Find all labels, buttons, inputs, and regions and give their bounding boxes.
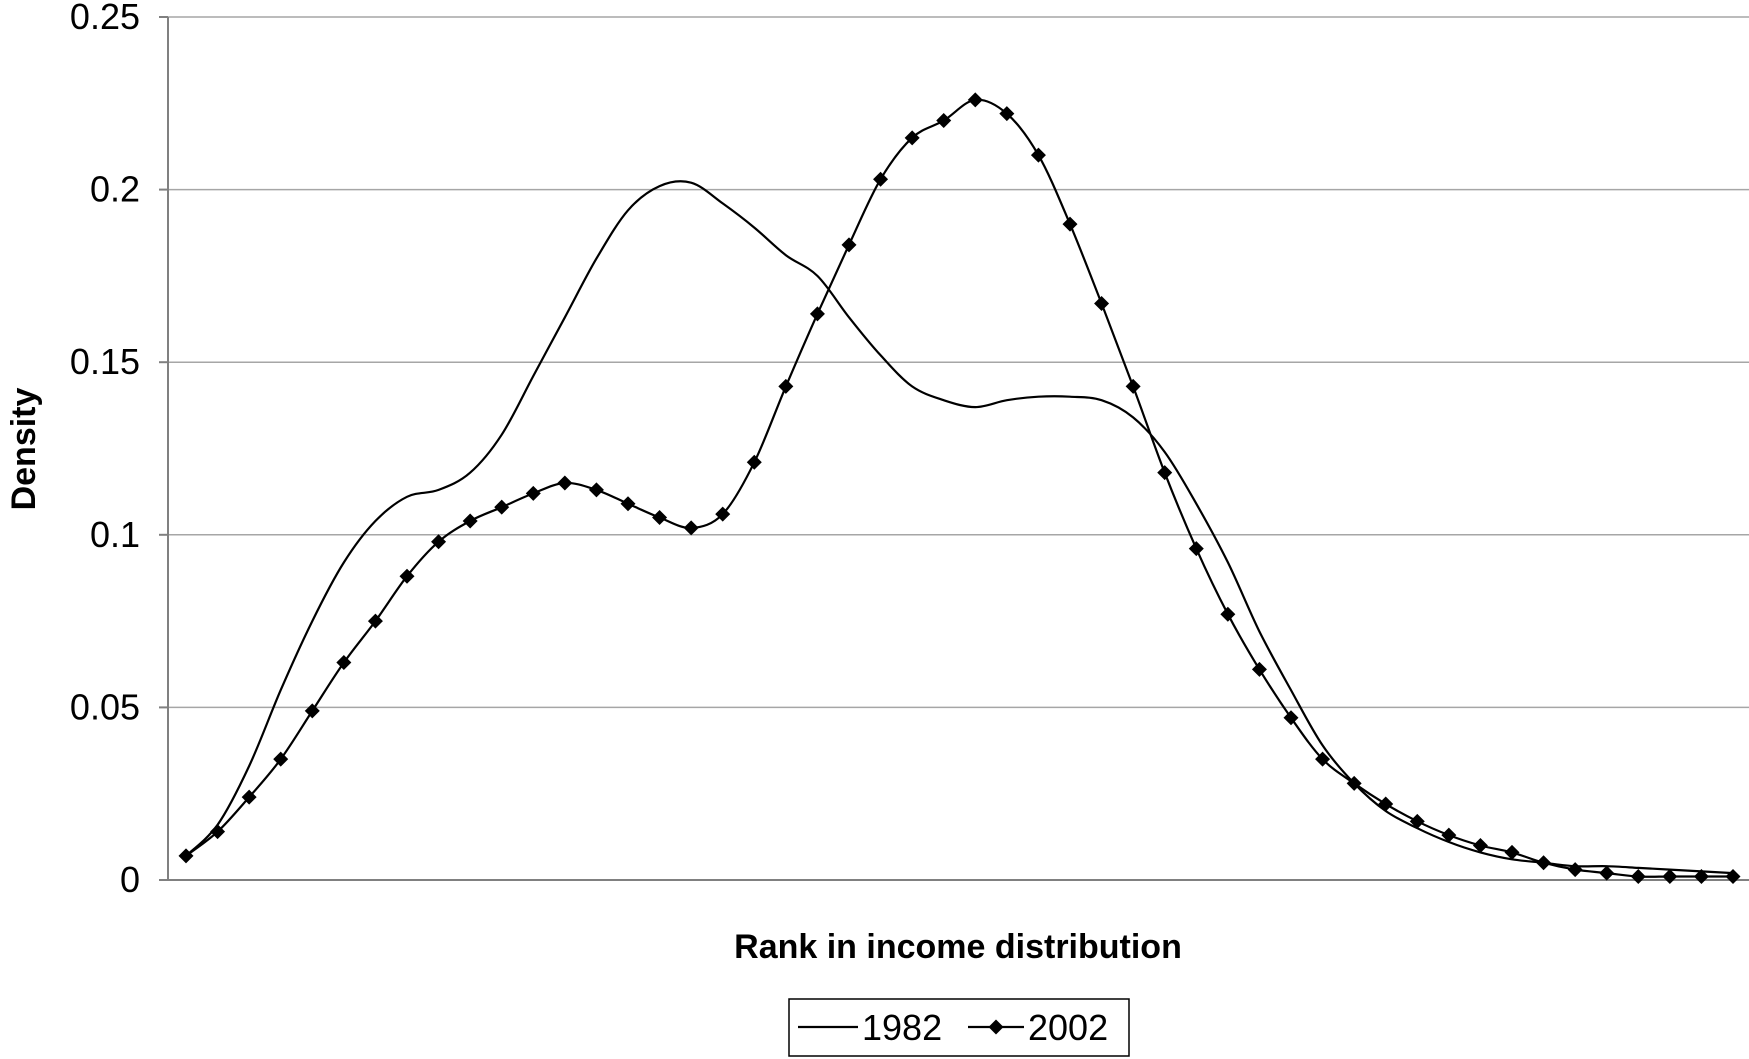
legend-label-1982: 1982 xyxy=(862,1007,942,1048)
data-point-2002 xyxy=(1125,378,1141,394)
y-tick-label: 0.1 xyxy=(90,514,140,555)
data-point-2002 xyxy=(1693,869,1709,885)
data-point-2002 xyxy=(588,482,604,498)
legend: 1982 2002 xyxy=(788,998,1130,1057)
data-point-2002 xyxy=(967,92,983,108)
series-layer xyxy=(178,92,1741,885)
data-point-2002 xyxy=(1662,869,1678,885)
data-point-2002 xyxy=(178,848,194,864)
data-point-2002 xyxy=(683,520,699,536)
axes xyxy=(159,16,1749,881)
y-tick-label: 0 xyxy=(120,859,140,900)
data-point-2002 xyxy=(1157,465,1173,481)
data-point-2002 xyxy=(620,496,636,512)
data-point-2002 xyxy=(1441,827,1457,843)
data-point-2002 xyxy=(1283,710,1299,726)
y-tick-label: 0.05 xyxy=(70,686,140,727)
data-point-2002 xyxy=(1599,865,1615,881)
data-point-2002 xyxy=(1409,813,1425,829)
data-point-2002 xyxy=(462,513,478,529)
data-point-2002 xyxy=(1378,796,1394,812)
gridlines xyxy=(168,16,1749,709)
data-point-2002 xyxy=(1030,147,1046,163)
data-point-2002 xyxy=(1188,541,1204,557)
data-point-2002 xyxy=(652,510,668,526)
data-point-2002 xyxy=(715,506,731,522)
data-point-2002 xyxy=(431,534,447,550)
data-point-2002 xyxy=(273,751,289,767)
data-point-2002 xyxy=(809,306,825,322)
data-point-2002 xyxy=(904,130,920,146)
data-point-2002 xyxy=(336,655,352,671)
data-point-2002 xyxy=(304,703,320,719)
series-2002 xyxy=(178,92,1741,885)
data-point-2002 xyxy=(873,171,889,187)
data-point-2002 xyxy=(1536,855,1552,871)
data-point-2002 xyxy=(210,824,226,840)
x-axis-title: Rank in income distribution xyxy=(734,928,1182,966)
data-point-2002 xyxy=(1094,296,1110,312)
data-point-2002 xyxy=(525,485,541,501)
data-point-2002 xyxy=(241,789,257,805)
y-axis-title: Density xyxy=(5,388,43,511)
data-point-2002 xyxy=(1315,751,1331,767)
data-point-2002 xyxy=(1567,862,1583,878)
data-point-2002 xyxy=(1472,837,1488,853)
series-1982 xyxy=(185,180,1734,875)
data-point-2002 xyxy=(1220,606,1236,622)
data-point-2002 xyxy=(1725,869,1741,885)
data-point-2002 xyxy=(778,378,794,394)
data-point-2002 xyxy=(936,113,952,129)
data-point-2002 xyxy=(494,499,510,515)
data-point-2002 xyxy=(1630,869,1646,885)
legend-label-2002: 2002 xyxy=(1028,1007,1108,1048)
data-point-2002 xyxy=(367,613,383,629)
data-point-2002 xyxy=(999,106,1015,122)
data-point-2002 xyxy=(557,475,573,491)
data-point-2002 xyxy=(1062,216,1078,232)
series-line-2002 xyxy=(185,98,1733,878)
data-point-2002 xyxy=(841,237,857,253)
legend-marker-2002 xyxy=(988,1019,1004,1035)
data-point-2002 xyxy=(746,454,762,470)
y-tick-labels: 0 0.05 0.1 0.15 0.2 0.25 xyxy=(70,0,140,900)
data-point-2002 xyxy=(1251,661,1267,677)
series-line-1982 xyxy=(185,180,1734,875)
data-point-2002 xyxy=(1346,775,1362,791)
data-point-2002 xyxy=(1504,844,1520,860)
data-point-2002 xyxy=(399,568,415,584)
y-tick-label: 0.2 xyxy=(90,169,140,210)
y-tick-label: 0.15 xyxy=(70,341,140,382)
y-tick-label: 0.25 xyxy=(70,0,140,37)
